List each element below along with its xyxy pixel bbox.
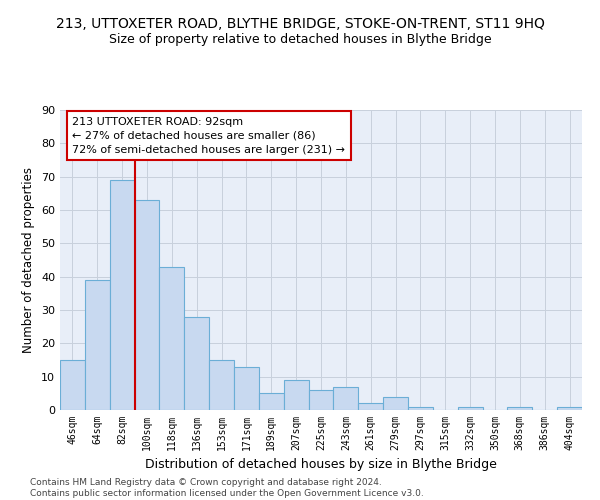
X-axis label: Distribution of detached houses by size in Blythe Bridge: Distribution of detached houses by size …	[145, 458, 497, 471]
Bar	[160, 266, 184, 410]
Bar	[60, 360, 85, 410]
Bar	[383, 396, 408, 410]
Bar	[134, 200, 160, 410]
Bar	[85, 280, 110, 410]
Bar	[334, 386, 358, 410]
Bar	[259, 394, 284, 410]
Text: Size of property relative to detached houses in Blythe Bridge: Size of property relative to detached ho…	[109, 32, 491, 46]
Text: 213, UTTOXETER ROAD, BLYTHE BRIDGE, STOKE-ON-TRENT, ST11 9HQ: 213, UTTOXETER ROAD, BLYTHE BRIDGE, STOK…	[56, 18, 544, 32]
Bar	[184, 316, 209, 410]
Bar	[308, 390, 334, 410]
Bar	[508, 406, 532, 410]
Bar	[458, 406, 482, 410]
Bar	[358, 404, 383, 410]
Bar	[110, 180, 134, 410]
Y-axis label: Number of detached properties: Number of detached properties	[22, 167, 35, 353]
Text: Contains HM Land Registry data © Crown copyright and database right 2024.
Contai: Contains HM Land Registry data © Crown c…	[30, 478, 424, 498]
Bar	[209, 360, 234, 410]
Bar	[408, 406, 433, 410]
Bar	[557, 406, 582, 410]
Text: 213 UTTOXETER ROAD: 92sqm
← 27% of detached houses are smaller (86)
72% of semi-: 213 UTTOXETER ROAD: 92sqm ← 27% of detac…	[73, 116, 346, 154]
Bar	[284, 380, 308, 410]
Bar	[234, 366, 259, 410]
